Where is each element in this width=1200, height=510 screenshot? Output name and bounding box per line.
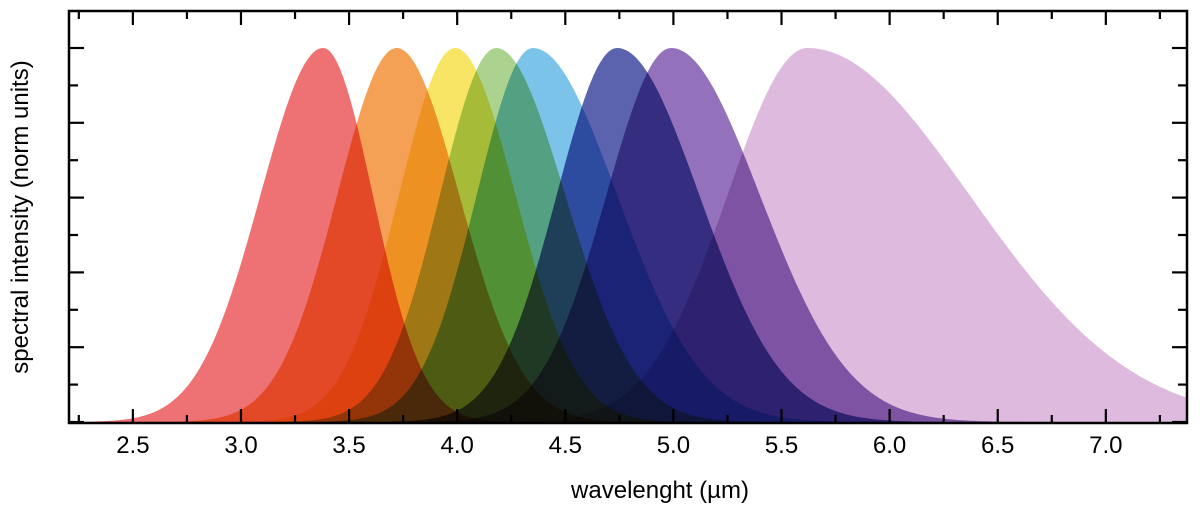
x-tick-label: 2.5: [116, 432, 149, 459]
x-tick-label: 4.0: [441, 432, 474, 459]
x-tick-label: 5.0: [657, 432, 690, 459]
x-axis-label: wavelenght (µm): [570, 477, 749, 504]
x-tick-label: 3.0: [224, 432, 257, 459]
curves-layer: [69, 48, 1186, 422]
x-tick-label: 6.0: [873, 432, 906, 459]
x-tick-labels: 2.5 3.0 3.5 4.0 4.5 5.0 5.5 6.0 6.5 7.0: [116, 432, 1122, 459]
curve-band-cyan: [69, 48, 1186, 422]
x-tick-label: 6.5: [981, 432, 1014, 459]
y-axis-label: spectral intensity (norm units): [7, 60, 34, 373]
axes-frame: [67, 9, 1189, 425]
x-tick-label: 3.5: [332, 432, 365, 459]
curve-band-pink: [69, 48, 1186, 422]
axis-ticks: [70, 12, 1186, 424]
x-tick-label: 7.0: [1089, 432, 1122, 459]
curve-band-red: [69, 48, 1186, 422]
x-tick-label: 5.5: [765, 432, 798, 459]
x-tick-label: 4.5: [549, 432, 582, 459]
